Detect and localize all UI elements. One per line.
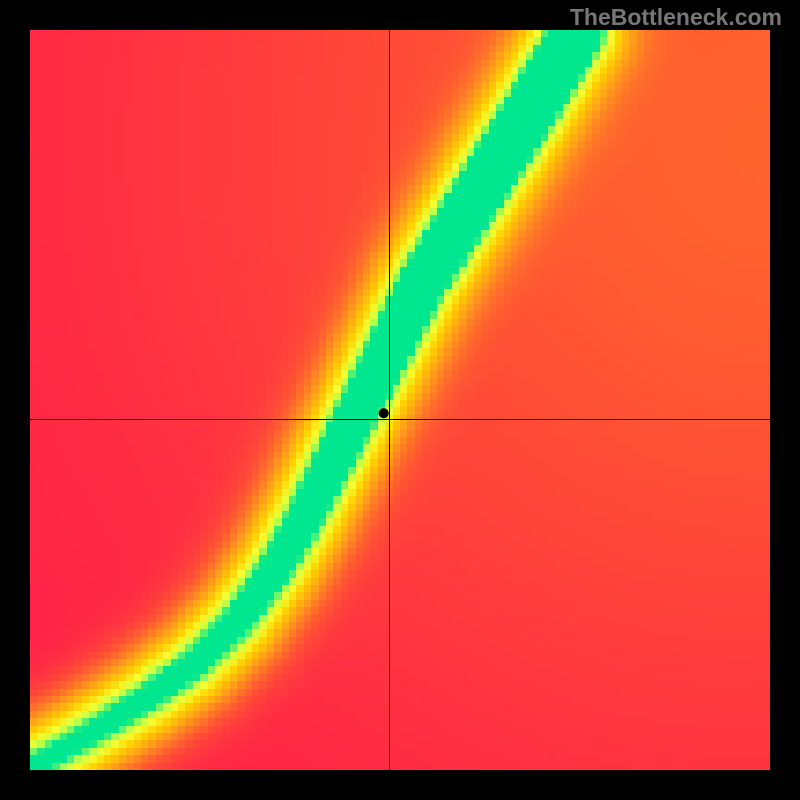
watermark-text: TheBottleneck.com <box>570 4 782 31</box>
bottleneck-heatmap <box>0 0 800 800</box>
